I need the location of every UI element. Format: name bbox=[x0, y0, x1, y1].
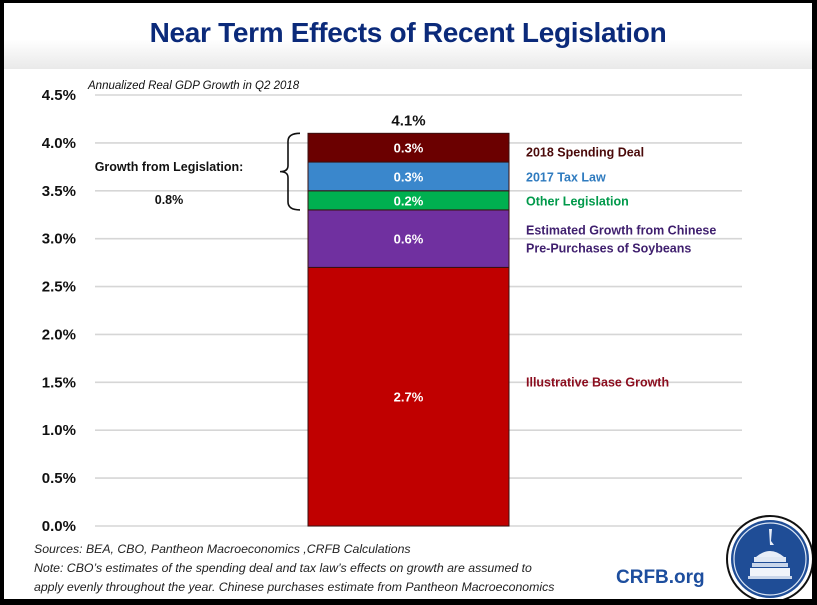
segment-value-label: 0.3% bbox=[394, 169, 424, 184]
bar-segment bbox=[307, 209, 510, 268]
chart-plot: Annualized Real GDP Growth in Q2 2018 0.… bbox=[34, 80, 812, 599]
brand-name: CRFB.org bbox=[616, 567, 705, 588]
methodology-note-line-1: Note: CBO’s estimates of the spending de… bbox=[34, 561, 532, 575]
segment-value-label: 0.3% bbox=[394, 141, 424, 156]
legend-label: Estimated Growth from Chinese bbox=[526, 224, 716, 238]
y-tick-label: 3.5% bbox=[42, 183, 76, 200]
y-tick-label: 4.5% bbox=[42, 87, 76, 104]
y-tick-label: 2.5% bbox=[42, 279, 76, 296]
capitol-dome-seal-icon bbox=[726, 515, 812, 599]
methodology-note-line-2: apply evenly throughout the year. Chines… bbox=[34, 580, 554, 594]
annotation-value: 0.8% bbox=[155, 193, 184, 207]
y-axis-ticks: 0.0% 0.5% 1.0% 1.5% 2.0% 2.5% 3.0% 3.5% 4.0% 4.5% bbox=[42, 87, 76, 535]
segment-value-label: 0.2% bbox=[394, 193, 424, 208]
y-tick-label: 4.0% bbox=[42, 135, 76, 152]
sources-note: Sources: BEA, CBO, Pantheon Macroeconomi… bbox=[34, 542, 411, 556]
segment-value-label: 0.6% bbox=[394, 232, 424, 247]
stacked-bar bbox=[307, 132, 510, 527]
y-tick-label: 3.0% bbox=[42, 231, 76, 248]
y-tick-label: 1.0% bbox=[42, 422, 76, 439]
legend-label: 2017 Tax Law bbox=[526, 170, 606, 184]
y-tick-label: 2.0% bbox=[42, 326, 76, 343]
bar-segment bbox=[307, 132, 510, 163]
chart-subtitle: Annualized Real GDP Growth in Q2 2018 bbox=[87, 80, 300, 92]
y-tick-label: 1.5% bbox=[42, 374, 76, 391]
legend: Illustrative Base Growth Estimated Growth… bbox=[526, 146, 716, 390]
legend-label: Illustrative Base Growth bbox=[526, 375, 669, 389]
title-band: Near Term Effects of Recent Legislation bbox=[4, 3, 812, 69]
chart-frame: Near Term Effects of Recent Legislation … bbox=[4, 3, 812, 599]
segment-value-label: 2.7% bbox=[394, 390, 424, 405]
legend-label: Pre-Purchases of Soybeans bbox=[526, 242, 691, 256]
bracket-icon bbox=[279, 132, 301, 211]
chart-title: Near Term Effects of Recent Legislation bbox=[149, 17, 667, 48]
legend-label: 2018 Spending Deal bbox=[526, 146, 644, 160]
bar-segment bbox=[307, 161, 510, 192]
annotation-text: Growth from Legislation: bbox=[95, 160, 244, 174]
y-tick-label: 0.0% bbox=[42, 518, 76, 535]
total-label: 4.1% bbox=[391, 112, 425, 129]
legislation-annotation: Growth from Legislation: 0.8% bbox=[95, 132, 301, 211]
segment-labels: 2.7% 0.6% 0.2% 0.3% 0.3% bbox=[394, 141, 424, 405]
legend-label: Other Legislation bbox=[526, 194, 629, 208]
y-tick-label: 0.5% bbox=[42, 470, 76, 487]
bar-segment bbox=[307, 266, 510, 527]
